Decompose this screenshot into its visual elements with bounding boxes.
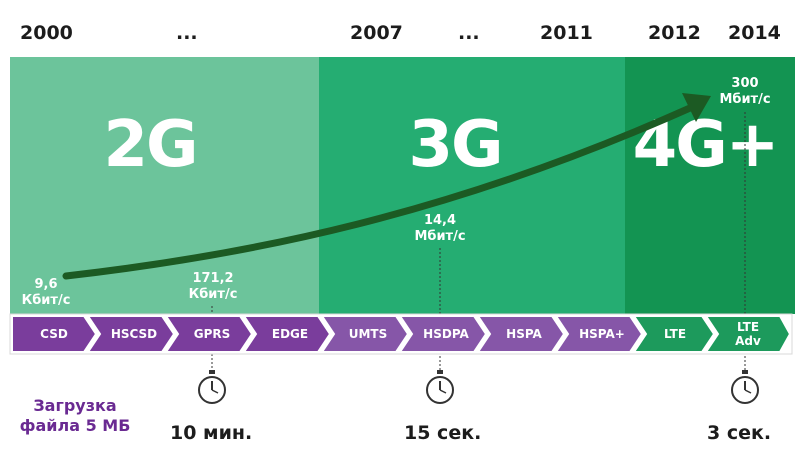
tech-edge: EDGE bbox=[271, 327, 309, 341]
speed-unit: Кбит/с bbox=[188, 287, 238, 302]
download-time-gprs: 10 мин. bbox=[170, 422, 253, 444]
speed-label-gprs: 171,2 Кбит/с bbox=[177, 271, 249, 303]
chevron-gprs bbox=[164, 315, 254, 353]
stopwatch-icon bbox=[426, 370, 454, 404]
chevron-hsdpa bbox=[398, 315, 488, 353]
tech-hscsd: HSCSD bbox=[110, 327, 158, 341]
download-time-hsdpa: 15 сек. bbox=[404, 422, 482, 444]
year-2012: 2012 bbox=[648, 22, 701, 44]
chevron-hspa bbox=[476, 315, 566, 353]
download-label-line2: файла 5 МБ bbox=[19, 416, 131, 435]
year-ellipsis-1: ... bbox=[176, 22, 198, 44]
speed-unit: Мбит/с bbox=[414, 229, 466, 244]
tech-csd: CSD bbox=[40, 327, 68, 341]
chevron-lte bbox=[632, 315, 716, 353]
tech-lte-adv: LTE Adv bbox=[735, 320, 761, 348]
stopwatch-icon bbox=[731, 370, 759, 404]
chevron-lte-adv bbox=[704, 315, 792, 353]
tech-hsdpa: HSDPA bbox=[423, 327, 469, 341]
speed-label-csd: 9,6 Кбит/с bbox=[13, 277, 79, 309]
chevron-edge bbox=[242, 315, 332, 353]
year-2011: 2011 bbox=[540, 22, 593, 44]
year-ellipsis-2: ... bbox=[458, 22, 480, 44]
tech-umts: UMTS bbox=[348, 327, 388, 341]
year-2007: 2007 bbox=[350, 22, 403, 44]
chevron-umts bbox=[320, 315, 410, 353]
year-2000: 2000 bbox=[20, 22, 73, 44]
tech-lte: LTE bbox=[663, 327, 687, 341]
stopwatch-icon bbox=[198, 370, 226, 404]
chevron-hspa-plus bbox=[554, 315, 644, 353]
year-2014: 2014 bbox=[728, 22, 781, 44]
speed-value: 14,4 bbox=[423, 213, 457, 228]
speed-unit: Кбит/с bbox=[21, 293, 71, 308]
speed-value: 9,6 bbox=[34, 277, 58, 292]
tech-gprs: GPRS bbox=[193, 327, 231, 341]
tech-hspa: HSPA bbox=[506, 327, 542, 341]
download-time-lte-adv: 3 сек. bbox=[707, 422, 772, 444]
tech-hspa-plus: HSPA+ bbox=[579, 327, 625, 341]
speed-value: 171,2 bbox=[192, 271, 234, 286]
download-label: Загрузка файла 5 МБ bbox=[10, 396, 140, 436]
speed-unit: Мбит/с bbox=[719, 92, 771, 107]
chevron-csd bbox=[11, 315, 98, 353]
speed-value: 300 bbox=[731, 76, 759, 91]
download-label-line1: Загрузка bbox=[33, 396, 117, 415]
speed-label-lte-adv: 300 Мбит/с bbox=[707, 76, 783, 108]
chevron-hscsd bbox=[86, 315, 176, 353]
speed-label-hsdpa: 14,4 Мбит/с bbox=[402, 213, 478, 245]
